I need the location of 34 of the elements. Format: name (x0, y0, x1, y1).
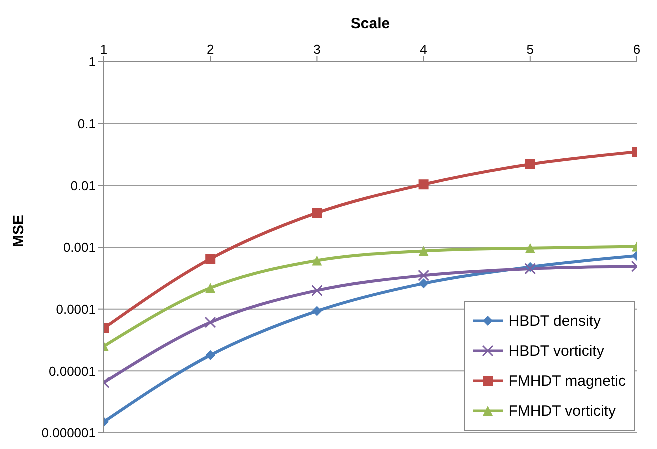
legend-label: HBDT vorticity (508, 342, 604, 360)
legend-label: HBDT density (508, 312, 602, 330)
x-tick-label: 4 (420, 42, 428, 57)
point (312, 306, 322, 316)
point (525, 243, 536, 254)
y-axis-title: MSE (10, 214, 28, 248)
y-tick-label: 0.0001 (56, 302, 96, 317)
legend-label: FMHDT vorticity (508, 402, 616, 420)
x-tick-label: 1 (100, 42, 108, 57)
x-tick-label: 5 (526, 42, 534, 57)
y-tick-label: 0.001 (63, 240, 96, 256)
point (418, 180, 429, 190)
point (418, 270, 430, 282)
x-tick-label: 6 (633, 42, 641, 57)
point (206, 350, 216, 360)
y-tick-label: 0.000001 (42, 426, 96, 441)
point (418, 278, 429, 289)
point (525, 159, 536, 170)
x-tick-label: 3 (314, 42, 321, 57)
y-tick-label: 0.1 (78, 116, 96, 132)
legend-label: FMHDT magnetic (508, 372, 626, 390)
point (312, 208, 322, 218)
point (206, 254, 216, 264)
point (204, 316, 216, 328)
point (206, 283, 216, 294)
point (311, 284, 323, 296)
point (418, 246, 429, 256)
point (524, 263, 536, 275)
x-tick-label: 2 (206, 42, 214, 57)
point (312, 256, 322, 266)
y-tick-label: 0.00001 (49, 364, 96, 379)
y-tick-label: 0.01 (70, 178, 96, 194)
y-tick-label: 1 (88, 54, 96, 70)
x-axis-title: Scale (350, 16, 390, 33)
